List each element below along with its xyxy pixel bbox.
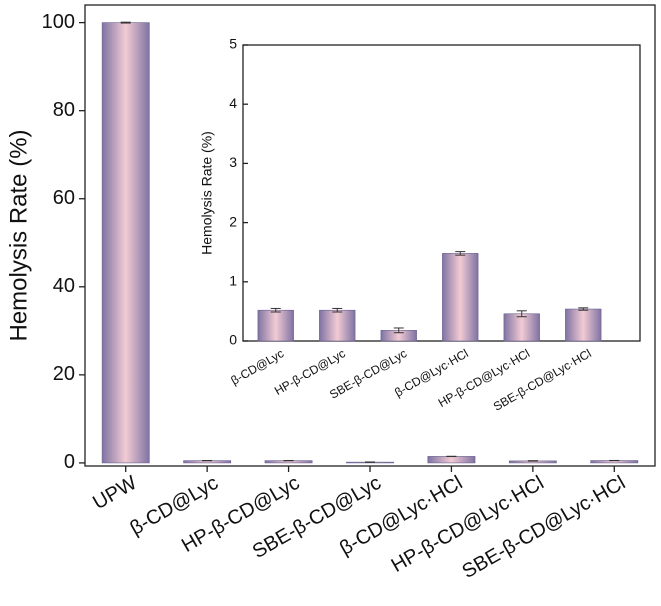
plot-frame: [242, 44, 641, 342]
y-tick-label: 4: [229, 95, 237, 111]
x-tick-label: UPW: [89, 472, 141, 514]
y-tick-label: 100: [42, 11, 75, 33]
y-tick-label: 80: [53, 99, 75, 121]
bar: [565, 308, 602, 342]
error-bar: [455, 251, 466, 256]
error-bar: [270, 307, 281, 313]
y-tick-label: 20: [53, 363, 75, 385]
y-axis-label: Hemolysis Rate (%): [199, 131, 215, 255]
error-bar: [578, 307, 589, 311]
y-tick-label: 0: [229, 332, 237, 348]
y-tick-label: 2: [229, 213, 237, 229]
bar: [503, 313, 540, 342]
bar: [101, 22, 150, 464]
error-bar: [393, 327, 404, 334]
bar: [427, 456, 476, 464]
bar: [442, 253, 479, 342]
y-tick-label: 60: [53, 187, 75, 209]
y-axis-label: Hemolysis Rate (%): [5, 129, 32, 341]
y-tick-label: 5: [229, 36, 237, 52]
error-bar: [120, 21, 131, 24]
y-tick-label: 3: [229, 154, 237, 170]
bar: [257, 309, 294, 342]
y-tick-label: 0: [64, 451, 75, 473]
error-bar: [516, 310, 527, 318]
bar: [319, 309, 356, 342]
error-bar: [332, 307, 343, 313]
y-tick-label: 1: [229, 273, 237, 289]
y-tick-label: 40: [53, 275, 75, 297]
